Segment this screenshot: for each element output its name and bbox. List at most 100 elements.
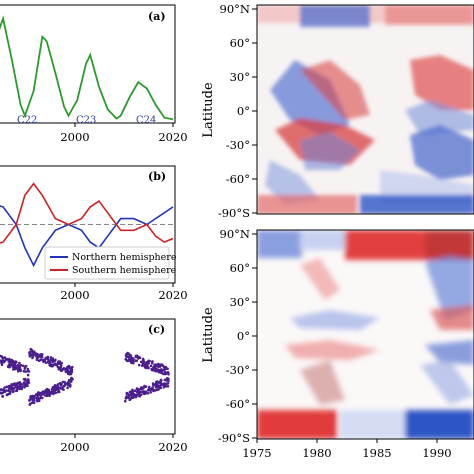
sunspot-point: [31, 399, 35, 402]
panel-a-label: (a): [148, 10, 166, 23]
sunspot-point: [131, 360, 135, 364]
sunspot-point: [12, 387, 16, 390]
panel-a-axes: [0, 4, 176, 124]
sunspot-point: [48, 364, 51, 367]
sunspot-point: [11, 390, 15, 394]
legend-label-northern: Northern hemisphere: [72, 252, 177, 263]
sunspot-point: [67, 378, 71, 382]
heatmap-bottom-pattern: [257, 230, 474, 439]
heatmap-top-ytick-label: 90°N: [220, 2, 250, 16]
sunspot-point: [135, 387, 139, 391]
heatmap-bottom-frame: [256, 229, 474, 440]
sunspot-point: [151, 360, 154, 363]
sunspot-point: [41, 359, 45, 362]
sunspot-point: [15, 383, 19, 387]
sunspot-point: [138, 356, 142, 360]
sunspot-point: [38, 397, 41, 401]
sunspot-point: [27, 370, 31, 373]
sunspot-point: [23, 366, 27, 369]
sunspot-point: [30, 401, 34, 405]
heatmap-bottom-xtick-label: 1990: [422, 446, 451, 460]
heatmap-top-ytick-label: 0°: [237, 104, 250, 118]
sunspot-point: [63, 380, 66, 384]
sunspot-point: [35, 399, 39, 403]
sunspot-point: [28, 355, 32, 358]
panel-b-xtick-label-2020: 2020: [158, 288, 187, 302]
sunspot-point: [14, 385, 18, 389]
sunspot-point: [39, 394, 43, 397]
sunspot-point: [135, 359, 138, 363]
sunspot-point: [130, 357, 134, 361]
cycle-label-c24: C24: [136, 115, 156, 126]
heatmap-top-ytick-label: -30°: [226, 138, 250, 152]
sunspot-point: [141, 390, 144, 394]
sunspot-point: [31, 356, 34, 360]
heatmap-top-ytick-label: -90°S: [218, 206, 250, 220]
sunspot-point: [141, 357, 145, 361]
sunspot-point: [16, 381, 19, 385]
sunspot-point: [126, 351, 129, 355]
sunspot-point: [157, 364, 161, 367]
sunspot-point: [51, 363, 55, 367]
sunspot-point: [44, 356, 48, 360]
sunspot-point: [152, 389, 155, 393]
sunspot-point: [6, 393, 10, 396]
sunspot-point: [62, 385, 65, 389]
panel-c-xtick-label-2000: 2000: [60, 440, 89, 454]
sunspot-point: [163, 378, 167, 382]
sunspot-point: [23, 383, 27, 387]
sunspot-point: [35, 358, 39, 362]
sunspot-point: [158, 386, 161, 390]
sunspot-point: [26, 381, 29, 384]
sunspot-point: [51, 385, 55, 389]
sunspot-point: [144, 385, 148, 388]
sunspot-point: [59, 387, 63, 390]
panel-c-axes: [0, 318, 176, 435]
sunspot-point: [1, 356, 5, 360]
sunspot-point: [43, 391, 47, 395]
sunspot-point: [28, 403, 32, 406]
sunspot-point: [59, 369, 63, 373]
sunspot-point: [125, 391, 129, 395]
sunspot-point: [157, 370, 161, 374]
sunspot-point: [152, 384, 155, 387]
sunspot-point: [137, 388, 141, 392]
sunspot-point: [145, 362, 149, 366]
sunspot-point: [13, 367, 17, 370]
sunspot-point: [133, 389, 137, 393]
sunspot-point: [11, 383, 15, 387]
sunspot-point: [70, 367, 73, 371]
sunspot-point: [149, 391, 152, 394]
sunspot-point: [165, 377, 169, 380]
sunspot-point: [8, 361, 12, 364]
sunspot-point: [128, 398, 131, 402]
sunspot-point: [55, 384, 59, 388]
sunspot-point: [45, 392, 49, 395]
sunspot-point: [124, 357, 127, 361]
sunspot-point: [35, 396, 39, 400]
sunspot-point: [22, 378, 26, 381]
sunspot-point: [131, 396, 135, 399]
heatmap-bottom-ytick-label: 90°N: [220, 227, 250, 241]
sunspot-point: [19, 363, 23, 367]
sunspot-point: [167, 379, 170, 383]
sunspot-point: [44, 394, 47, 397]
sunspot-point: [58, 381, 62, 385]
sunspot-point: [35, 393, 38, 396]
heatmap-top-ytick-label: 30°: [230, 70, 250, 84]
sunspot-point: [62, 388, 65, 392]
sunspot-point: [33, 396, 36, 400]
panel-b-legend: Northern hemisphere Southern hemisphere: [44, 246, 177, 280]
sunspot-point: [70, 370, 74, 374]
sunspot-point: [7, 389, 10, 392]
sunspot-point: [154, 369, 157, 373]
sunspot-point: [153, 363, 156, 367]
panel-b: (b) Northern hemisphere Southern hemisph…: [0, 165, 188, 302]
sunspot-point: [147, 385, 151, 389]
panel-a-xtick-label-2020: 2020: [158, 130, 187, 144]
sunspot-point: [50, 357, 53, 361]
sunspot-point: [44, 388, 48, 392]
sunspot-point: [37, 359, 41, 363]
heatmap-bottom-ytick-label: 60°: [230, 261, 250, 275]
heatmap-bottom-xtick-label: 1985: [362, 446, 391, 460]
